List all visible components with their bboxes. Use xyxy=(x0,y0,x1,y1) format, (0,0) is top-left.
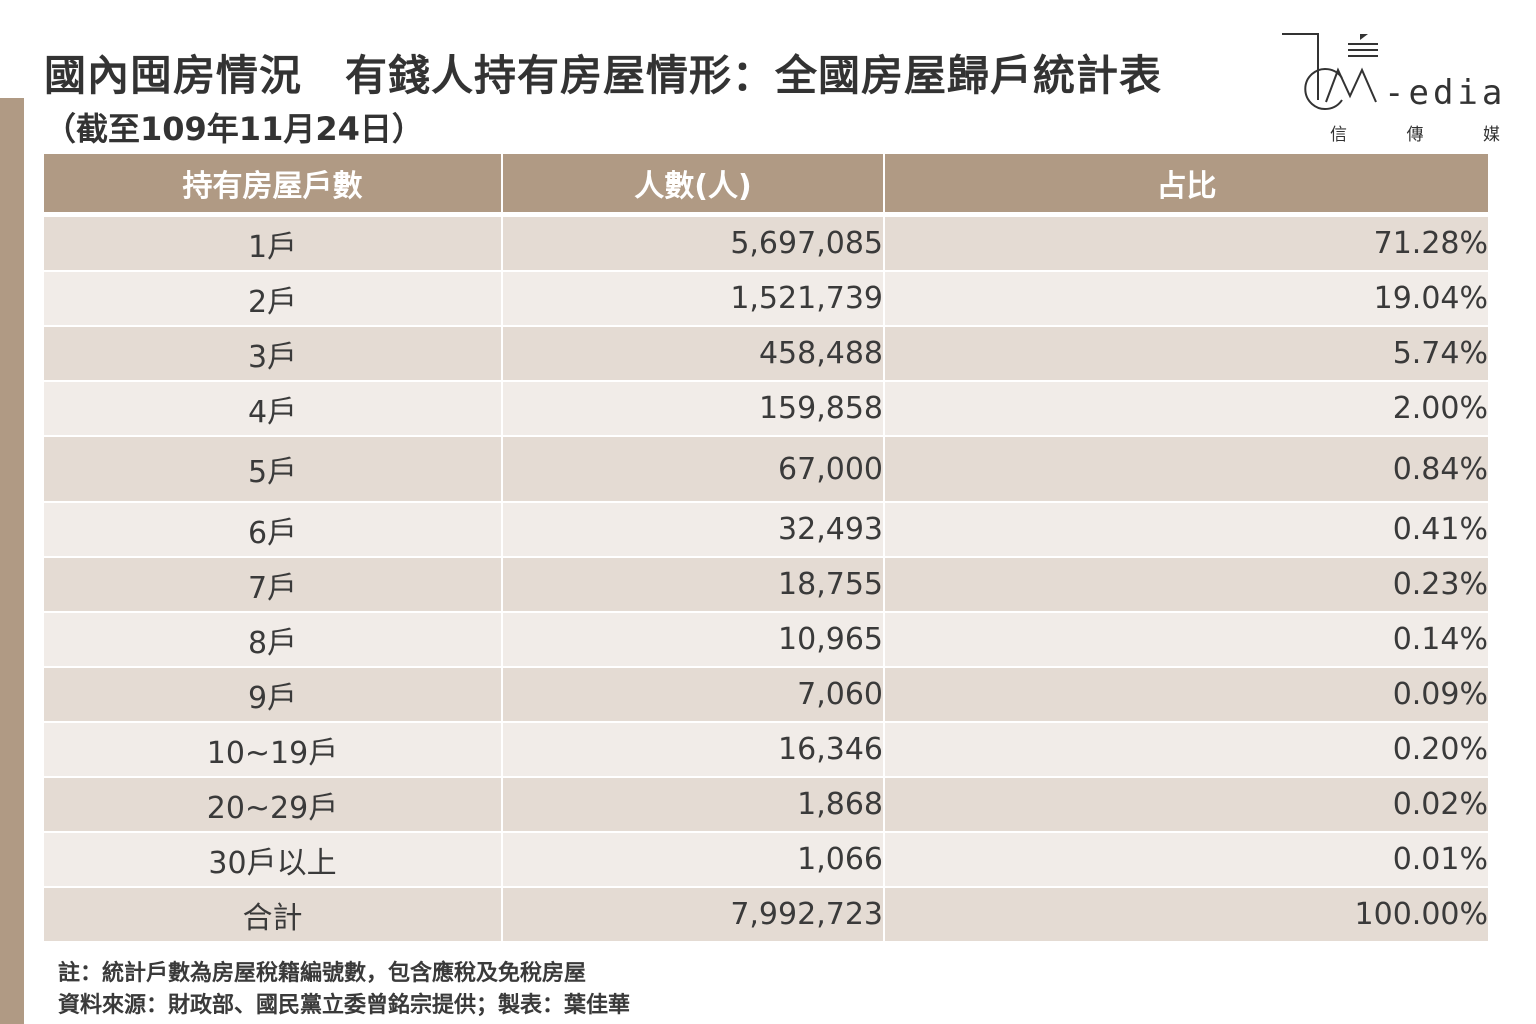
cell-people: 16,346 xyxy=(502,722,885,778)
cell-people: 1,521,739 xyxy=(502,271,885,327)
svg-text:-edia: -edia xyxy=(1384,73,1506,113)
cell-houses: 合計 xyxy=(44,887,503,943)
cell-houses: 3戶 xyxy=(44,326,503,382)
table-row: 20~29戶 1,868 0.02% xyxy=(44,777,1488,833)
cell-share: 0.01% xyxy=(884,832,1488,888)
table-row: 8戶 10,965 0.14% xyxy=(44,612,1488,668)
cell-people: 458,488 xyxy=(502,326,885,382)
source-text: 資料來源：財政部、國民黨立委曾銘宗提供；製表：葉佳華 xyxy=(58,993,631,1018)
left-accent-bar xyxy=(0,98,24,1024)
cell-houses: 30戶以上 xyxy=(44,832,503,888)
table-row: 7戶 18,755 0.23% xyxy=(44,557,1488,613)
header-houses: 持有房屋戶數 xyxy=(44,154,503,217)
cell-people: 1,868 xyxy=(502,777,885,833)
cell-share: 0.41% xyxy=(884,502,1488,558)
logo-sub-char: 信 xyxy=(1330,125,1347,145)
cell-share: 0.02% xyxy=(884,777,1488,833)
table-row: 1戶 5,697,085 71.28% xyxy=(44,214,1488,272)
cmedia-logo-subtitle: 信 傳 媒 xyxy=(1330,120,1500,145)
table-row: 5戶 67,000 0.84% xyxy=(44,436,1488,503)
cmedia-logo: -edia 信 傳 媒 xyxy=(1280,30,1510,145)
cell-people: 1,066 xyxy=(502,832,885,888)
table-row: 3戶 458,488 5.74% xyxy=(44,326,1488,382)
logo-sub-char: 媒 xyxy=(1483,125,1500,145)
cell-share: 19.04% xyxy=(884,271,1488,327)
cell-houses: 7戶 xyxy=(44,557,503,613)
cell-people: 159,858 xyxy=(502,381,885,437)
cell-houses: 8戶 xyxy=(44,612,503,668)
table-row: 2戶 1,521,739 19.04% xyxy=(44,271,1488,327)
cell-share: 2.00% xyxy=(884,381,1488,437)
cell-share: 0.23% xyxy=(884,557,1488,613)
cell-people: 10,965 xyxy=(502,612,885,668)
page-subtitle: （截至109年11月24日） xyxy=(44,110,424,148)
cell-houses: 6戶 xyxy=(44,502,503,558)
house-ownership-table: 持有房屋戶數 人數(人) 占比 1戶 5,697,085 71.28% 2戶 1… xyxy=(44,154,1488,943)
cell-share: 5.74% xyxy=(884,326,1488,382)
cell-share: 0.84% xyxy=(884,436,1488,503)
cell-share: 0.09% xyxy=(884,667,1488,723)
cell-share: 0.14% xyxy=(884,612,1488,668)
table-row: 4戶 159,858 2.00% xyxy=(44,381,1488,437)
table-total-row: 合計 7,992,723 100.00% xyxy=(44,887,1488,943)
cell-people: 7,060 xyxy=(502,667,885,723)
cell-share: 0.20% xyxy=(884,722,1488,778)
cell-share: 100.00% xyxy=(884,887,1488,943)
table-header-row: 持有房屋戶數 人數(人) 占比 xyxy=(44,154,1488,217)
cell-houses: 2戶 xyxy=(44,271,503,327)
cell-houses: 9戶 xyxy=(44,667,503,723)
header-people: 人數(人) xyxy=(502,154,885,217)
table-row: 6戶 32,493 0.41% xyxy=(44,502,1488,558)
logo-sub-char: 傳 xyxy=(1406,125,1424,145)
cmedia-logo-mark: -edia xyxy=(1282,33,1506,113)
table-row: 30戶以上 1,066 0.01% xyxy=(44,832,1488,888)
cell-people: 5,697,085 xyxy=(502,214,885,272)
table-row: 10~19戶 16,346 0.20% xyxy=(44,722,1488,778)
cell-houses: 5戶 xyxy=(44,436,503,503)
cell-houses: 20~29戶 xyxy=(44,777,503,833)
cell-houses: 4戶 xyxy=(44,381,503,437)
cell-people: 67,000 xyxy=(502,436,885,503)
cell-people: 18,755 xyxy=(502,557,885,613)
cell-houses: 1戶 xyxy=(44,214,503,272)
cell-people: 7,992,723 xyxy=(502,887,885,943)
cell-houses: 10~19戶 xyxy=(44,722,503,778)
header-share: 占比 xyxy=(884,154,1488,217)
note-text: 註：統計戶數為房屋稅籍編號數，包含應稅及免稅房屋 xyxy=(58,961,587,986)
cell-share: 71.28% xyxy=(884,214,1488,272)
footnotes: 註：統計戶數為房屋稅籍編號數，包含應稅及免稅房屋 資料來源：財政部、國民黨立委曾… xyxy=(58,958,630,1022)
table-row: 9戶 7,060 0.09% xyxy=(44,667,1488,723)
page-title: 國內囤房情況 有錢人持有房屋情形：全國房屋歸戶統計表 xyxy=(44,51,1163,100)
cell-people: 32,493 xyxy=(502,502,885,558)
